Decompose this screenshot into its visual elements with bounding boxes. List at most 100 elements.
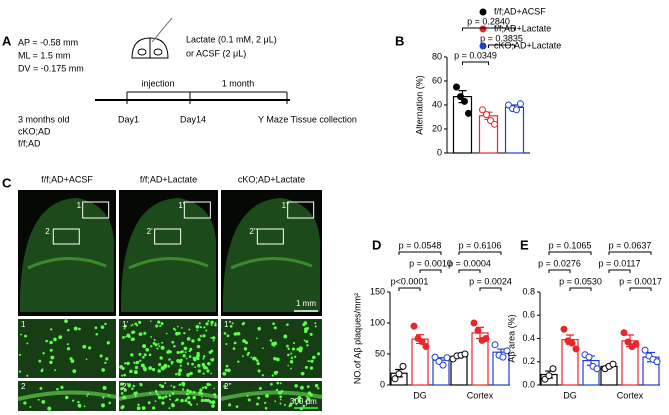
plaque — [264, 406, 268, 410]
plaque — [246, 394, 249, 397]
plaque — [133, 361, 136, 364]
y-tick-label: 60 — [432, 75, 442, 85]
plaque — [45, 339, 48, 343]
plaque — [180, 398, 184, 403]
data-point — [545, 372, 553, 380]
plaque — [176, 325, 179, 328]
data-point — [641, 346, 649, 354]
treatment: or ACSF (2 μL) — [186, 48, 246, 58]
data-point — [572, 345, 580, 353]
plaque — [198, 391, 203, 395]
plaque — [42, 352, 45, 355]
plaque — [256, 402, 259, 406]
plaque — [138, 352, 142, 356]
plaque — [143, 331, 147, 335]
hippocampus — [230, 257, 313, 270]
plaque — [271, 374, 274, 377]
data-point — [461, 97, 468, 105]
y-tick-label: 150 — [370, 286, 385, 296]
data-point — [479, 106, 486, 114]
plaque — [154, 389, 158, 393]
plaque — [168, 407, 171, 410]
significance-bracket — [548, 269, 571, 273]
plaque — [187, 400, 191, 405]
plaque — [317, 387, 320, 390]
plaque — [199, 388, 203, 392]
panel-letter: D — [372, 237, 381, 252]
plaque — [104, 322, 107, 326]
plaque — [168, 394, 172, 398]
plaque — [225, 364, 229, 368]
plaque — [140, 363, 145, 368]
plaque — [283, 334, 288, 339]
plaque — [123, 324, 127, 328]
plaque — [158, 383, 162, 387]
zoom-label: 2' — [122, 382, 128, 391]
plaque — [204, 386, 208, 390]
legend-label: f/f;AD+ACSF — [494, 6, 546, 16]
plaque — [167, 349, 171, 353]
plaque — [133, 370, 138, 375]
plaque — [227, 403, 232, 407]
y-tick-label: 40 — [432, 99, 442, 109]
plaque — [20, 333, 22, 336]
plaque — [257, 396, 261, 400]
plaque — [297, 395, 302, 400]
plaque — [210, 320, 214, 325]
plaque — [107, 394, 110, 397]
plaque — [212, 357, 215, 361]
data-point — [410, 322, 418, 330]
p-value: p = 0.0017 — [619, 276, 662, 286]
data-point — [499, 353, 507, 361]
plaque — [287, 347, 290, 350]
plaque — [286, 344, 289, 348]
plaque — [131, 323, 134, 326]
plaque — [170, 384, 173, 387]
plaque — [244, 341, 248, 345]
significance-bracket — [608, 251, 652, 255]
data-point — [653, 358, 661, 366]
plaque — [177, 372, 181, 376]
data-point — [585, 353, 593, 361]
plaque — [132, 384, 136, 388]
column-title: cKO;AD+Lactate — [238, 174, 305, 184]
plaque — [101, 403, 106, 408]
plaque — [231, 322, 234, 325]
plaque — [186, 373, 190, 377]
plaque — [203, 398, 208, 403]
significance-bracket — [398, 251, 442, 255]
significance-bracket — [462, 61, 489, 65]
plaque — [50, 328, 53, 331]
y-axis-label: Aβ area (%) — [506, 314, 516, 362]
roi-label: 2 — [45, 227, 50, 236]
plaque — [160, 384, 165, 389]
plaque — [262, 347, 264, 350]
plaque — [180, 327, 183, 329]
plaque — [134, 322, 138, 326]
plaque — [305, 400, 308, 403]
plaque — [41, 400, 46, 404]
plaque — [298, 348, 303, 353]
plaque — [26, 374, 29, 377]
plaque — [290, 352, 293, 355]
plaque — [309, 332, 313, 336]
plaque — [155, 391, 158, 394]
plaque — [305, 340, 309, 344]
data-point — [461, 350, 469, 358]
plaque — [202, 334, 206, 338]
data-point — [620, 329, 628, 337]
data-point — [560, 325, 568, 333]
plaque — [203, 365, 208, 370]
plaque — [174, 328, 177, 331]
p-value: p = 0.0024 — [469, 276, 512, 286]
plaque — [138, 332, 142, 336]
plaque — [122, 395, 127, 400]
plaque — [309, 366, 314, 370]
plaque — [133, 391, 137, 396]
plaque — [294, 384, 298, 388]
roi-label: 1'' — [282, 201, 290, 210]
plaque — [195, 324, 200, 329]
plaque — [58, 335, 63, 340]
data-point — [439, 361, 447, 369]
cell-layer — [17, 390, 117, 401]
